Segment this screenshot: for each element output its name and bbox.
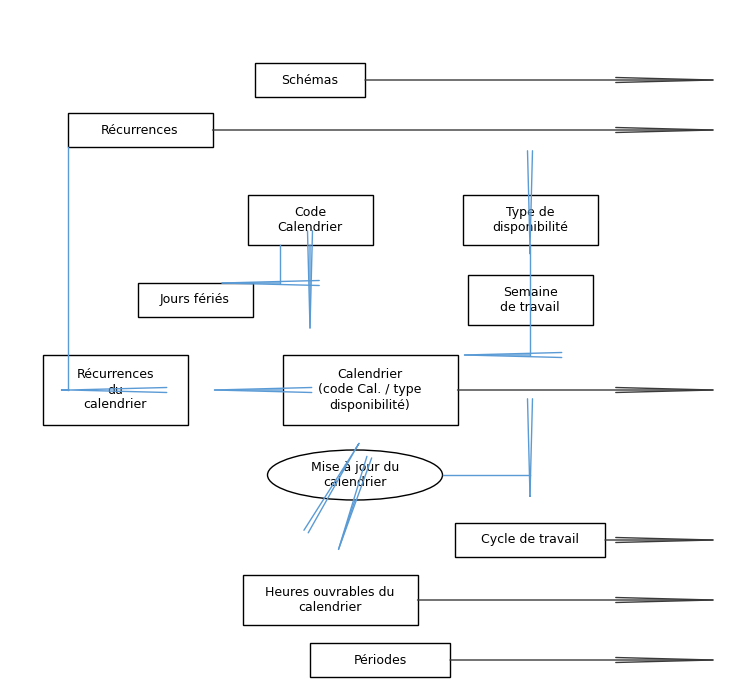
Text: Type de
disponibilité: Type de disponibilité — [492, 206, 568, 234]
Text: Jours fériés: Jours fériés — [160, 294, 230, 307]
FancyBboxPatch shape — [463, 195, 597, 245]
Text: Mise à jour du
calendrier: Mise à jour du calendrier — [311, 461, 399, 489]
Text: Périodes: Périodes — [353, 653, 407, 666]
Ellipse shape — [268, 450, 442, 500]
FancyBboxPatch shape — [247, 195, 373, 245]
FancyBboxPatch shape — [243, 575, 417, 625]
FancyBboxPatch shape — [310, 643, 450, 677]
Text: Semaine
de travail: Semaine de travail — [500, 286, 559, 314]
Text: Schémas: Schémas — [281, 74, 339, 87]
FancyBboxPatch shape — [283, 355, 457, 425]
Text: Récurrences: Récurrences — [101, 123, 178, 136]
FancyBboxPatch shape — [455, 523, 605, 557]
FancyBboxPatch shape — [67, 113, 212, 147]
FancyBboxPatch shape — [255, 63, 365, 97]
Text: Calendrier
(code Cal. / type
disponibilité): Calendrier (code Cal. / type disponibili… — [318, 369, 422, 411]
Text: Code
Calendrier: Code Calendrier — [277, 206, 342, 234]
Text: Récurrences
du
calendrier: Récurrences du calendrier — [76, 369, 153, 411]
FancyBboxPatch shape — [467, 275, 593, 325]
FancyBboxPatch shape — [42, 355, 187, 425]
Text: Cycle de travail: Cycle de travail — [481, 533, 579, 546]
Text: Heures ouvrables du
calendrier: Heures ouvrables du calendrier — [265, 586, 395, 614]
FancyBboxPatch shape — [138, 283, 253, 317]
